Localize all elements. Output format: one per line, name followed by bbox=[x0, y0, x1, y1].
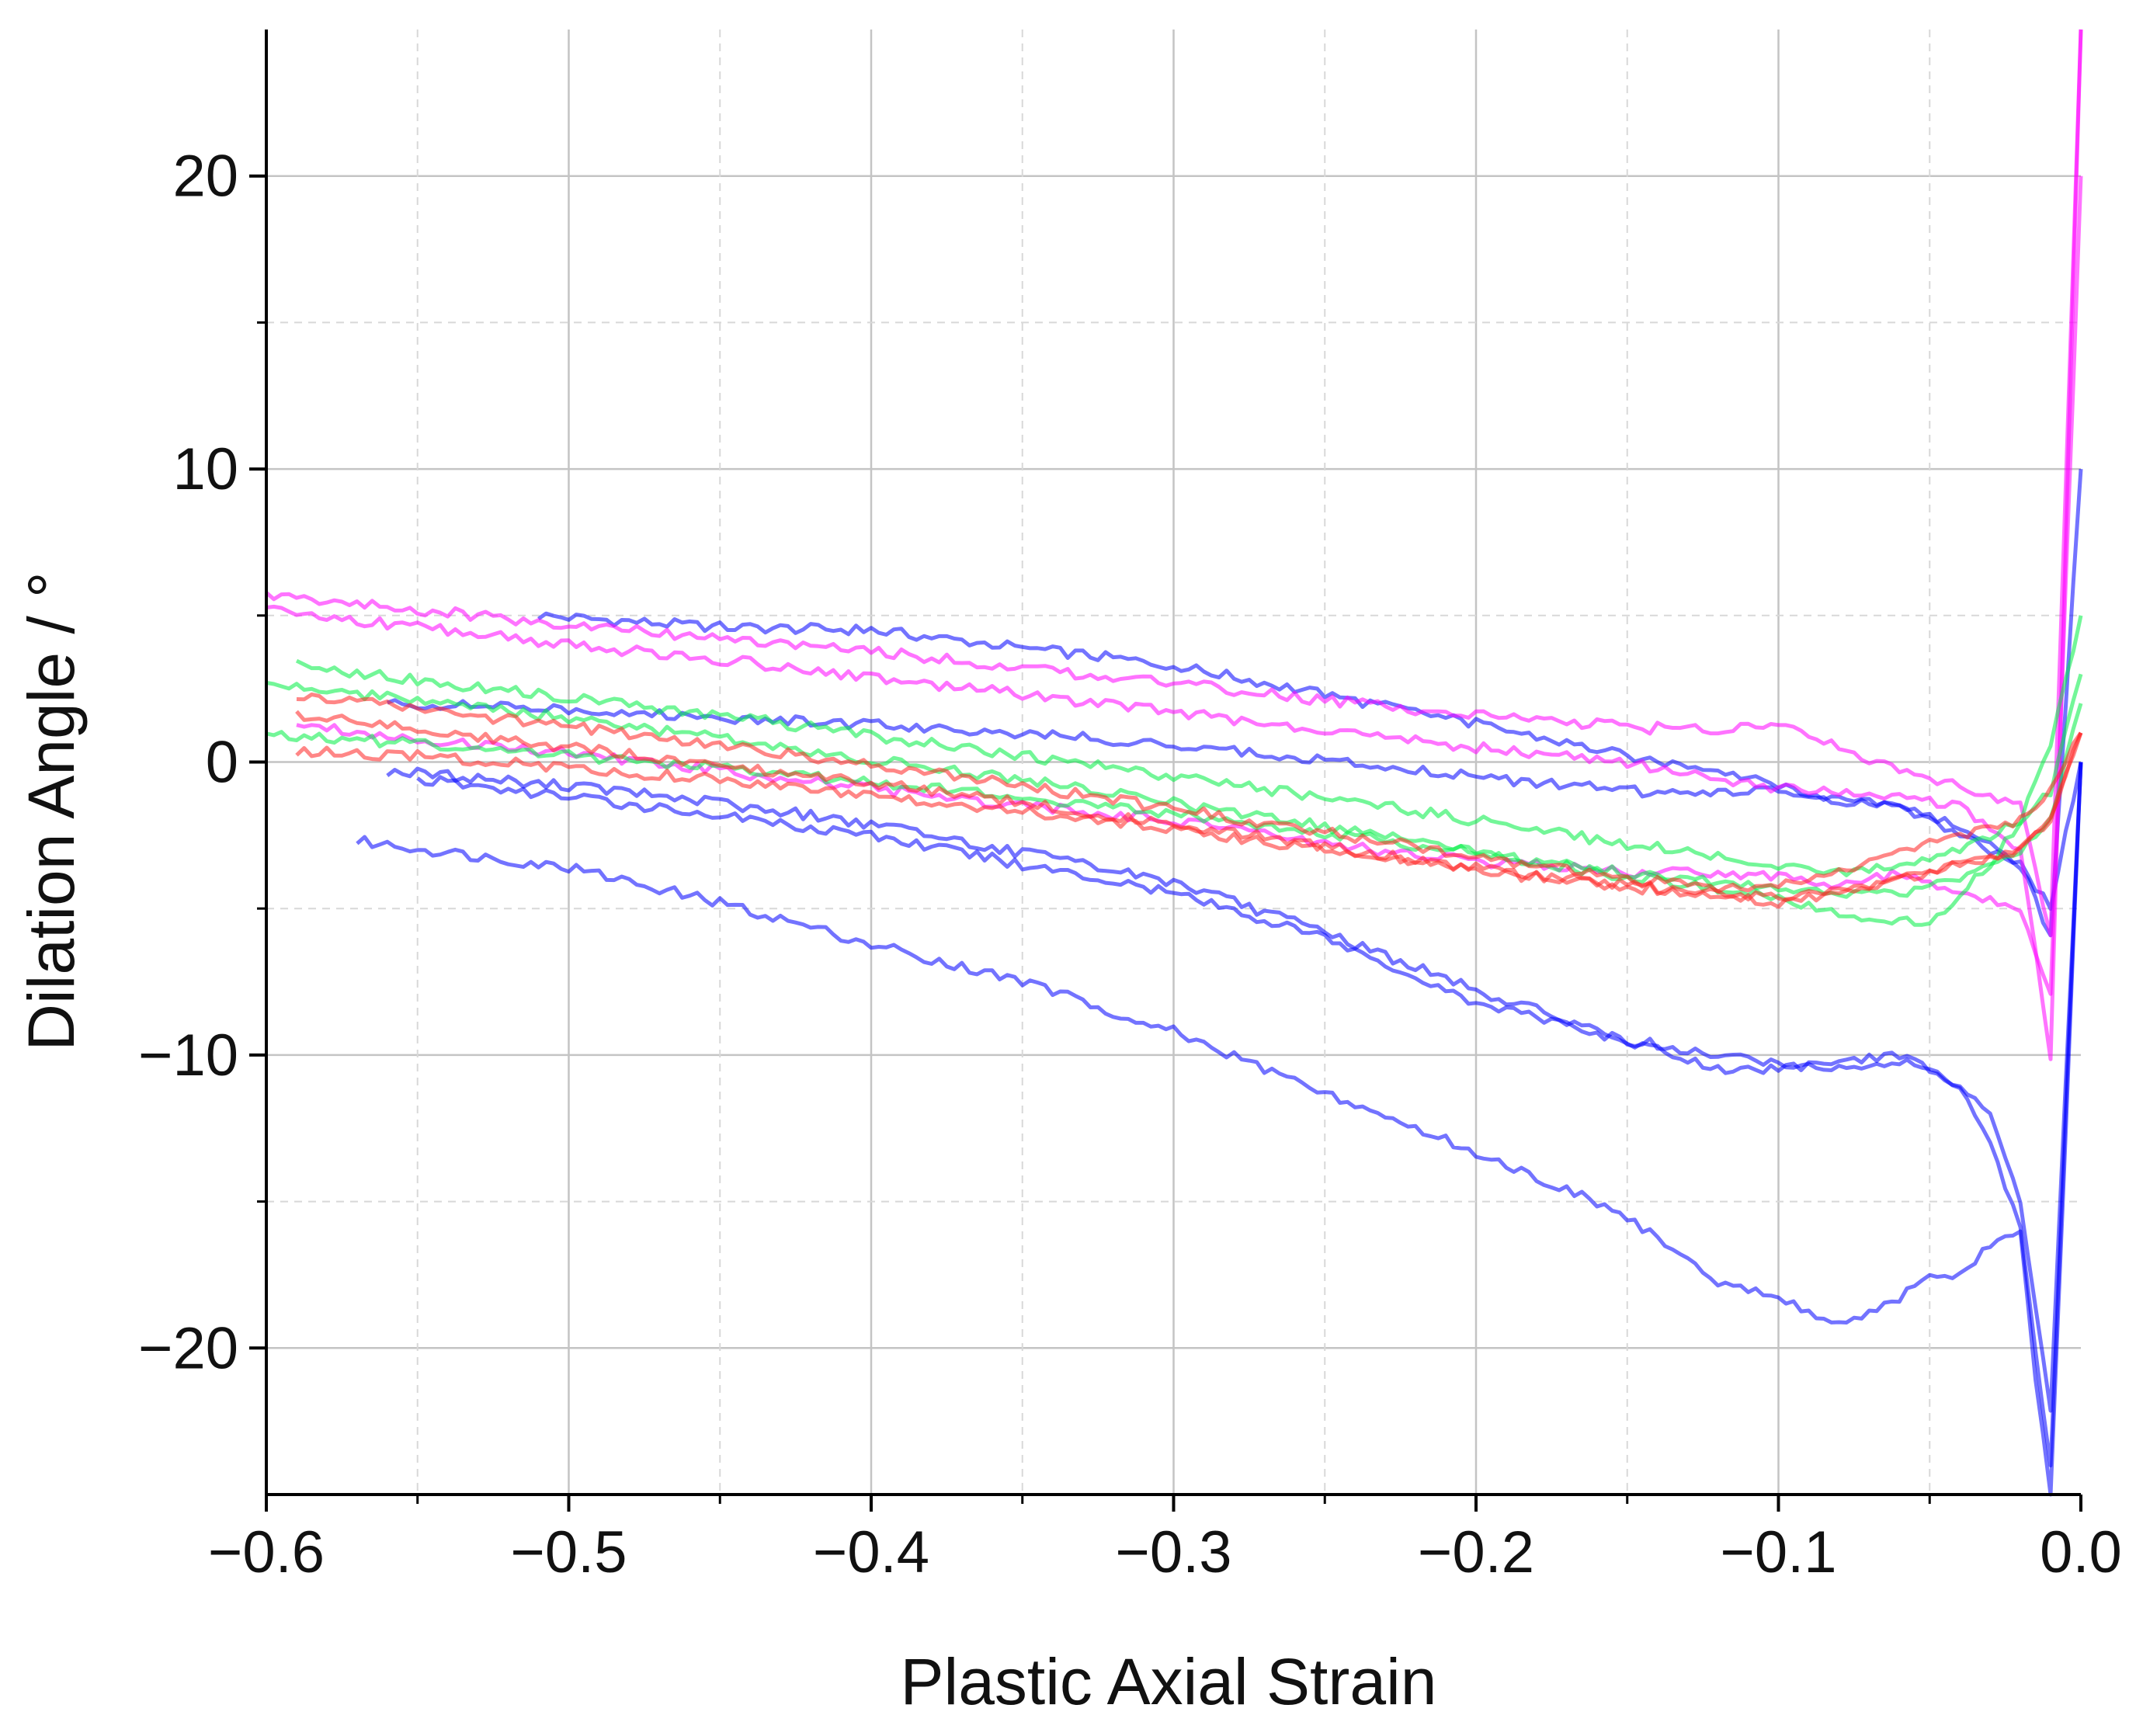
series-line-magenta-1 bbox=[265, 29, 2083, 937]
x-axis-title: Plastic Axial Strain bbox=[901, 1645, 1437, 1718]
series-line-blue-1 bbox=[537, 468, 2083, 938]
y-axis-title: Dilation Angle / ° bbox=[15, 571, 88, 1050]
axes bbox=[249, 30, 2082, 1512]
series-line-red-3 bbox=[295, 710, 2083, 909]
x-tick-label: −0.2 bbox=[1418, 1519, 1534, 1585]
series-line-blue-2 bbox=[356, 762, 2083, 1497]
x-tick-label: −0.4 bbox=[813, 1519, 929, 1585]
series-line-green-1 bbox=[266, 615, 2083, 927]
series-line-magenta-2 bbox=[266, 29, 2083, 1061]
series-group bbox=[265, 29, 2083, 1497]
y-tick-label: 0 bbox=[206, 730, 238, 796]
y-tick-label: 20 bbox=[172, 144, 238, 210]
x-tick-label: −0.1 bbox=[1720, 1519, 1836, 1585]
x-tick-label: −0.5 bbox=[510, 1519, 627, 1585]
series-line-green-2 bbox=[295, 658, 2083, 877]
tick-labels: −0.6 −0.5 −0.4 −0.3 −0.2 −0.1 0.0 −20 −10 0 10 20 bbox=[138, 144, 2122, 1585]
series-line-green-3 bbox=[266, 703, 2083, 899]
series-line-blue-4 bbox=[416, 762, 2083, 1467]
series-line-red-1 bbox=[296, 693, 2083, 894]
y-tick-label: −20 bbox=[138, 1315, 238, 1381]
x-tick-label: 0.0 bbox=[2040, 1519, 2122, 1585]
y-tick-label: 10 bbox=[172, 436, 238, 502]
x-tick-label: −0.6 bbox=[208, 1519, 325, 1585]
series-line-blue-5 bbox=[386, 698, 2083, 911]
series-line-magenta-3 bbox=[296, 175, 2083, 996]
y-tick-label: −10 bbox=[138, 1023, 238, 1088]
x-tick-label: −0.3 bbox=[1115, 1519, 1231, 1585]
